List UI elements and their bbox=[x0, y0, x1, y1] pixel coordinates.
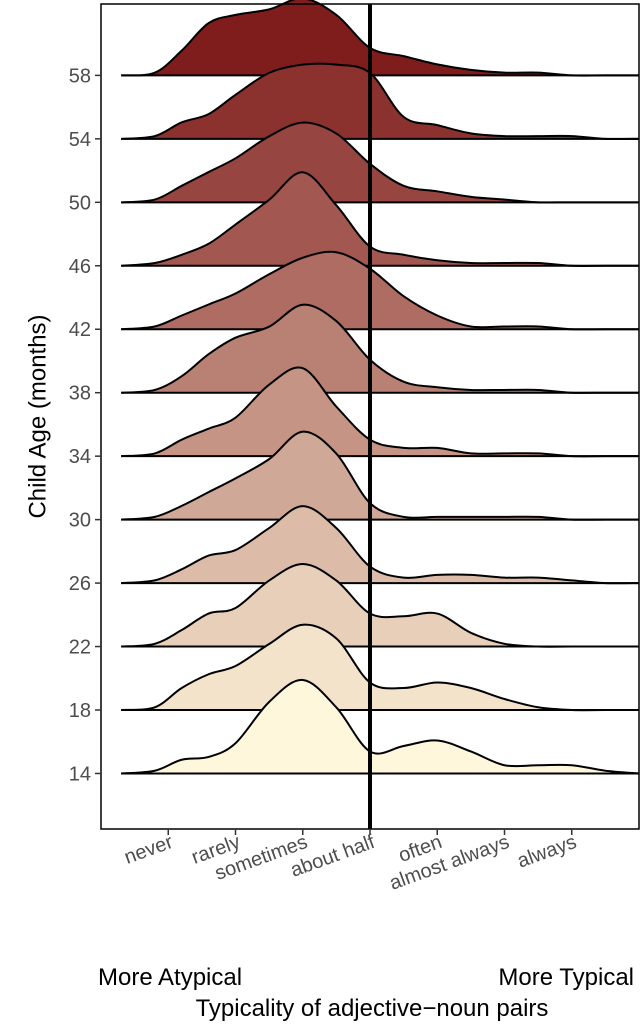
y-tick-label-54: 54 bbox=[69, 129, 91, 151]
ridge-fill-46 bbox=[121, 172, 640, 266]
ridge-fill-22 bbox=[121, 564, 640, 647]
y-axis-title: Child Age (months) bbox=[24, 314, 51, 518]
y-tick-label-46: 46 bbox=[69, 256, 91, 278]
y-tick-label-30: 30 bbox=[69, 510, 91, 532]
y-tick-label-50: 50 bbox=[69, 192, 91, 214]
ridge-fill-42 bbox=[121, 251, 640, 330]
ridges-layer bbox=[121, 0, 640, 775]
ridge-fill-30 bbox=[121, 431, 640, 520]
x-tick-label-never: never bbox=[121, 831, 176, 869]
y-tick-label-38: 38 bbox=[69, 383, 91, 405]
ridge-fill-38 bbox=[121, 304, 640, 393]
x-axis-title: Typicality of adjective−noun pairs bbox=[196, 995, 549, 1022]
x-start-label: More Atypical bbox=[98, 964, 242, 991]
ridge-fill-50 bbox=[121, 122, 640, 203]
y-tick-label-18: 18 bbox=[69, 700, 91, 722]
ridge-fill-14 bbox=[121, 679, 640, 774]
y-tick-label-22: 22 bbox=[69, 637, 91, 659]
ridge-fill-54 bbox=[121, 63, 640, 140]
y-tick-label-34: 34 bbox=[69, 446, 91, 468]
ridge-fill-34 bbox=[121, 367, 640, 457]
x-tick-label-always: always bbox=[514, 831, 579, 873]
ridge-fill-18 bbox=[121, 624, 640, 711]
y-tick-label-26: 26 bbox=[69, 573, 91, 595]
y-tick-label-14: 14 bbox=[69, 763, 91, 785]
ridge-fill-58 bbox=[121, 0, 639, 76]
x-end-label: More Typical bbox=[498, 964, 634, 991]
y-axis: 14 18 22 26 30 34 38 42 46 50 54 58 bbox=[69, 65, 101, 785]
ridge-fill-26 bbox=[121, 506, 640, 584]
y-tick-label-42: 42 bbox=[69, 319, 91, 341]
y-tick-label-58: 58 bbox=[69, 65, 91, 87]
